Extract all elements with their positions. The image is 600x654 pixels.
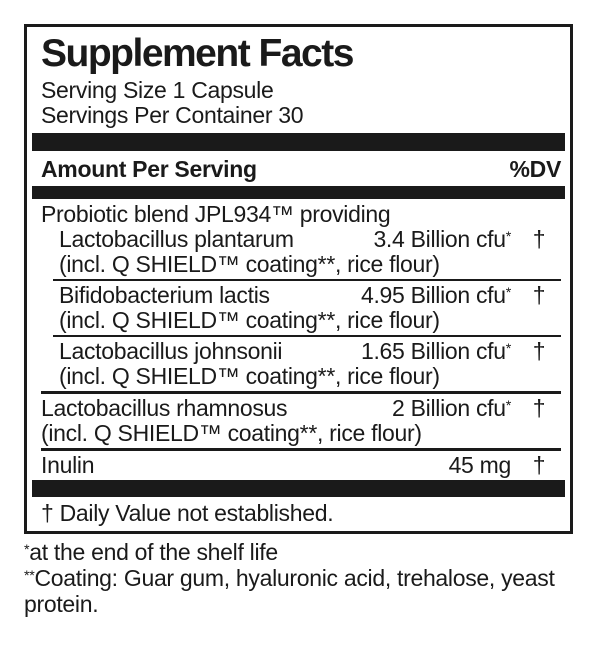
ingredient-row-lactobacillus-johnsonii: Lactobacillus johnsonii 1.65 Billion cfu… [32,339,565,389]
amount-value: 45 mg [448,452,512,478]
ingredient-amount: 1.65 Billion cfu* [361,339,511,364]
ingredient-amount: 3.4 Billion cfu* [373,227,511,252]
divider-bar-bottom [32,480,565,497]
ingredient-name: Bifidobacterium lactis [59,282,270,308]
row-separator [53,335,561,337]
panel-title: Supplement Facts [41,32,354,75]
divider-bar-top [32,133,565,151]
footnote-text: Coating: Guar gum, hyaluronic acid, treh… [24,565,555,617]
ingredient-row-probiotic-blend: Probiotic blend JPL934™ providing [32,199,565,227]
ingredient-name: Inulin [41,452,95,478]
row-separator [53,279,561,281]
footnote-coating: **Coating: Guar gum, hyaluronic acid, tr… [24,565,580,617]
percent-dv-label: %DV [509,156,561,182]
ingredient-amount: 2 Billion cfu* [392,396,511,421]
row-separator [41,391,561,394]
ingredient-note: (incl. Q SHIELD™ coating**, rice flour) [59,251,440,277]
divider-bar-header [32,186,565,199]
footnote-mark: ** [24,568,35,584]
supplement-facts-panel: Supplement Facts Serving Size 1 Capsule … [24,24,573,534]
ingredient-row-lactobacillus-rhamnosus: Lactobacillus rhamnosus 2 Billion cfu* †… [32,396,565,446]
ingredient-row-lactobacillus-plantarum: Lactobacillus plantarum 3.4 Billion cfu*… [32,227,565,277]
dv-dagger: † [532,226,546,252]
ingredient-name: Probiotic blend JPL934™ providing [41,201,391,227]
ingredient-row-bifidobacterium-lactis: Bifidobacterium lactis 4.95 Billion cfu*… [32,283,565,333]
dv-dagger: † [532,282,546,308]
amount-per-serving-label: Amount Per Serving [41,156,257,182]
amount-asterisk: * [505,229,512,245]
ingredient-name: Lactobacillus johnsonii [59,338,283,364]
ingredient-note: (incl. Q SHIELD™ coating**, rice flour) [59,307,440,333]
footnote-mark: * [24,542,30,558]
dv-dagger: † [532,452,546,478]
servings-per-container: Servings Per Container 30 [41,102,304,128]
amount-value: 4.95 Billion cfu [360,282,506,308]
daily-value-footnote: † Daily Value not established. [41,500,334,526]
amount-value: 2 Billion cfu [392,395,506,421]
ingredient-amount: 45 mg [448,452,512,478]
ingredient-note: (incl. Q SHIELD™ coating**, rice flour) [41,420,422,446]
amount-asterisk: * [505,398,512,414]
amount-asterisk: * [505,285,512,301]
dv-dagger: † [532,395,546,421]
footnote-shelf-life: *at the end of the shelf life [24,539,580,565]
ingredient-name: Lactobacillus plantarum [59,226,294,252]
amount-value: 1.65 Billion cfu [360,338,506,364]
ingredient-note: (incl. Q SHIELD™ coating**, rice flour) [59,363,440,389]
dv-dagger: † [532,338,546,364]
footnotes: *at the end of the shelf life **Coating:… [24,539,580,617]
ingredient-name: Lactobacillus rhamnosus [41,395,288,421]
amount-asterisk: * [505,341,512,357]
ingredient-amount: 4.95 Billion cfu* [361,283,511,308]
amount-value: 3.4 Billion cfu [373,226,506,252]
column-header-row: Amount Per Serving %DV [32,151,565,186]
row-separator [41,448,561,451]
serving-size: Serving Size 1 Capsule [41,77,274,103]
ingredient-row-inulin: Inulin 45 mg † [32,453,565,478]
footnote-text: at the end of the shelf life [29,539,278,565]
